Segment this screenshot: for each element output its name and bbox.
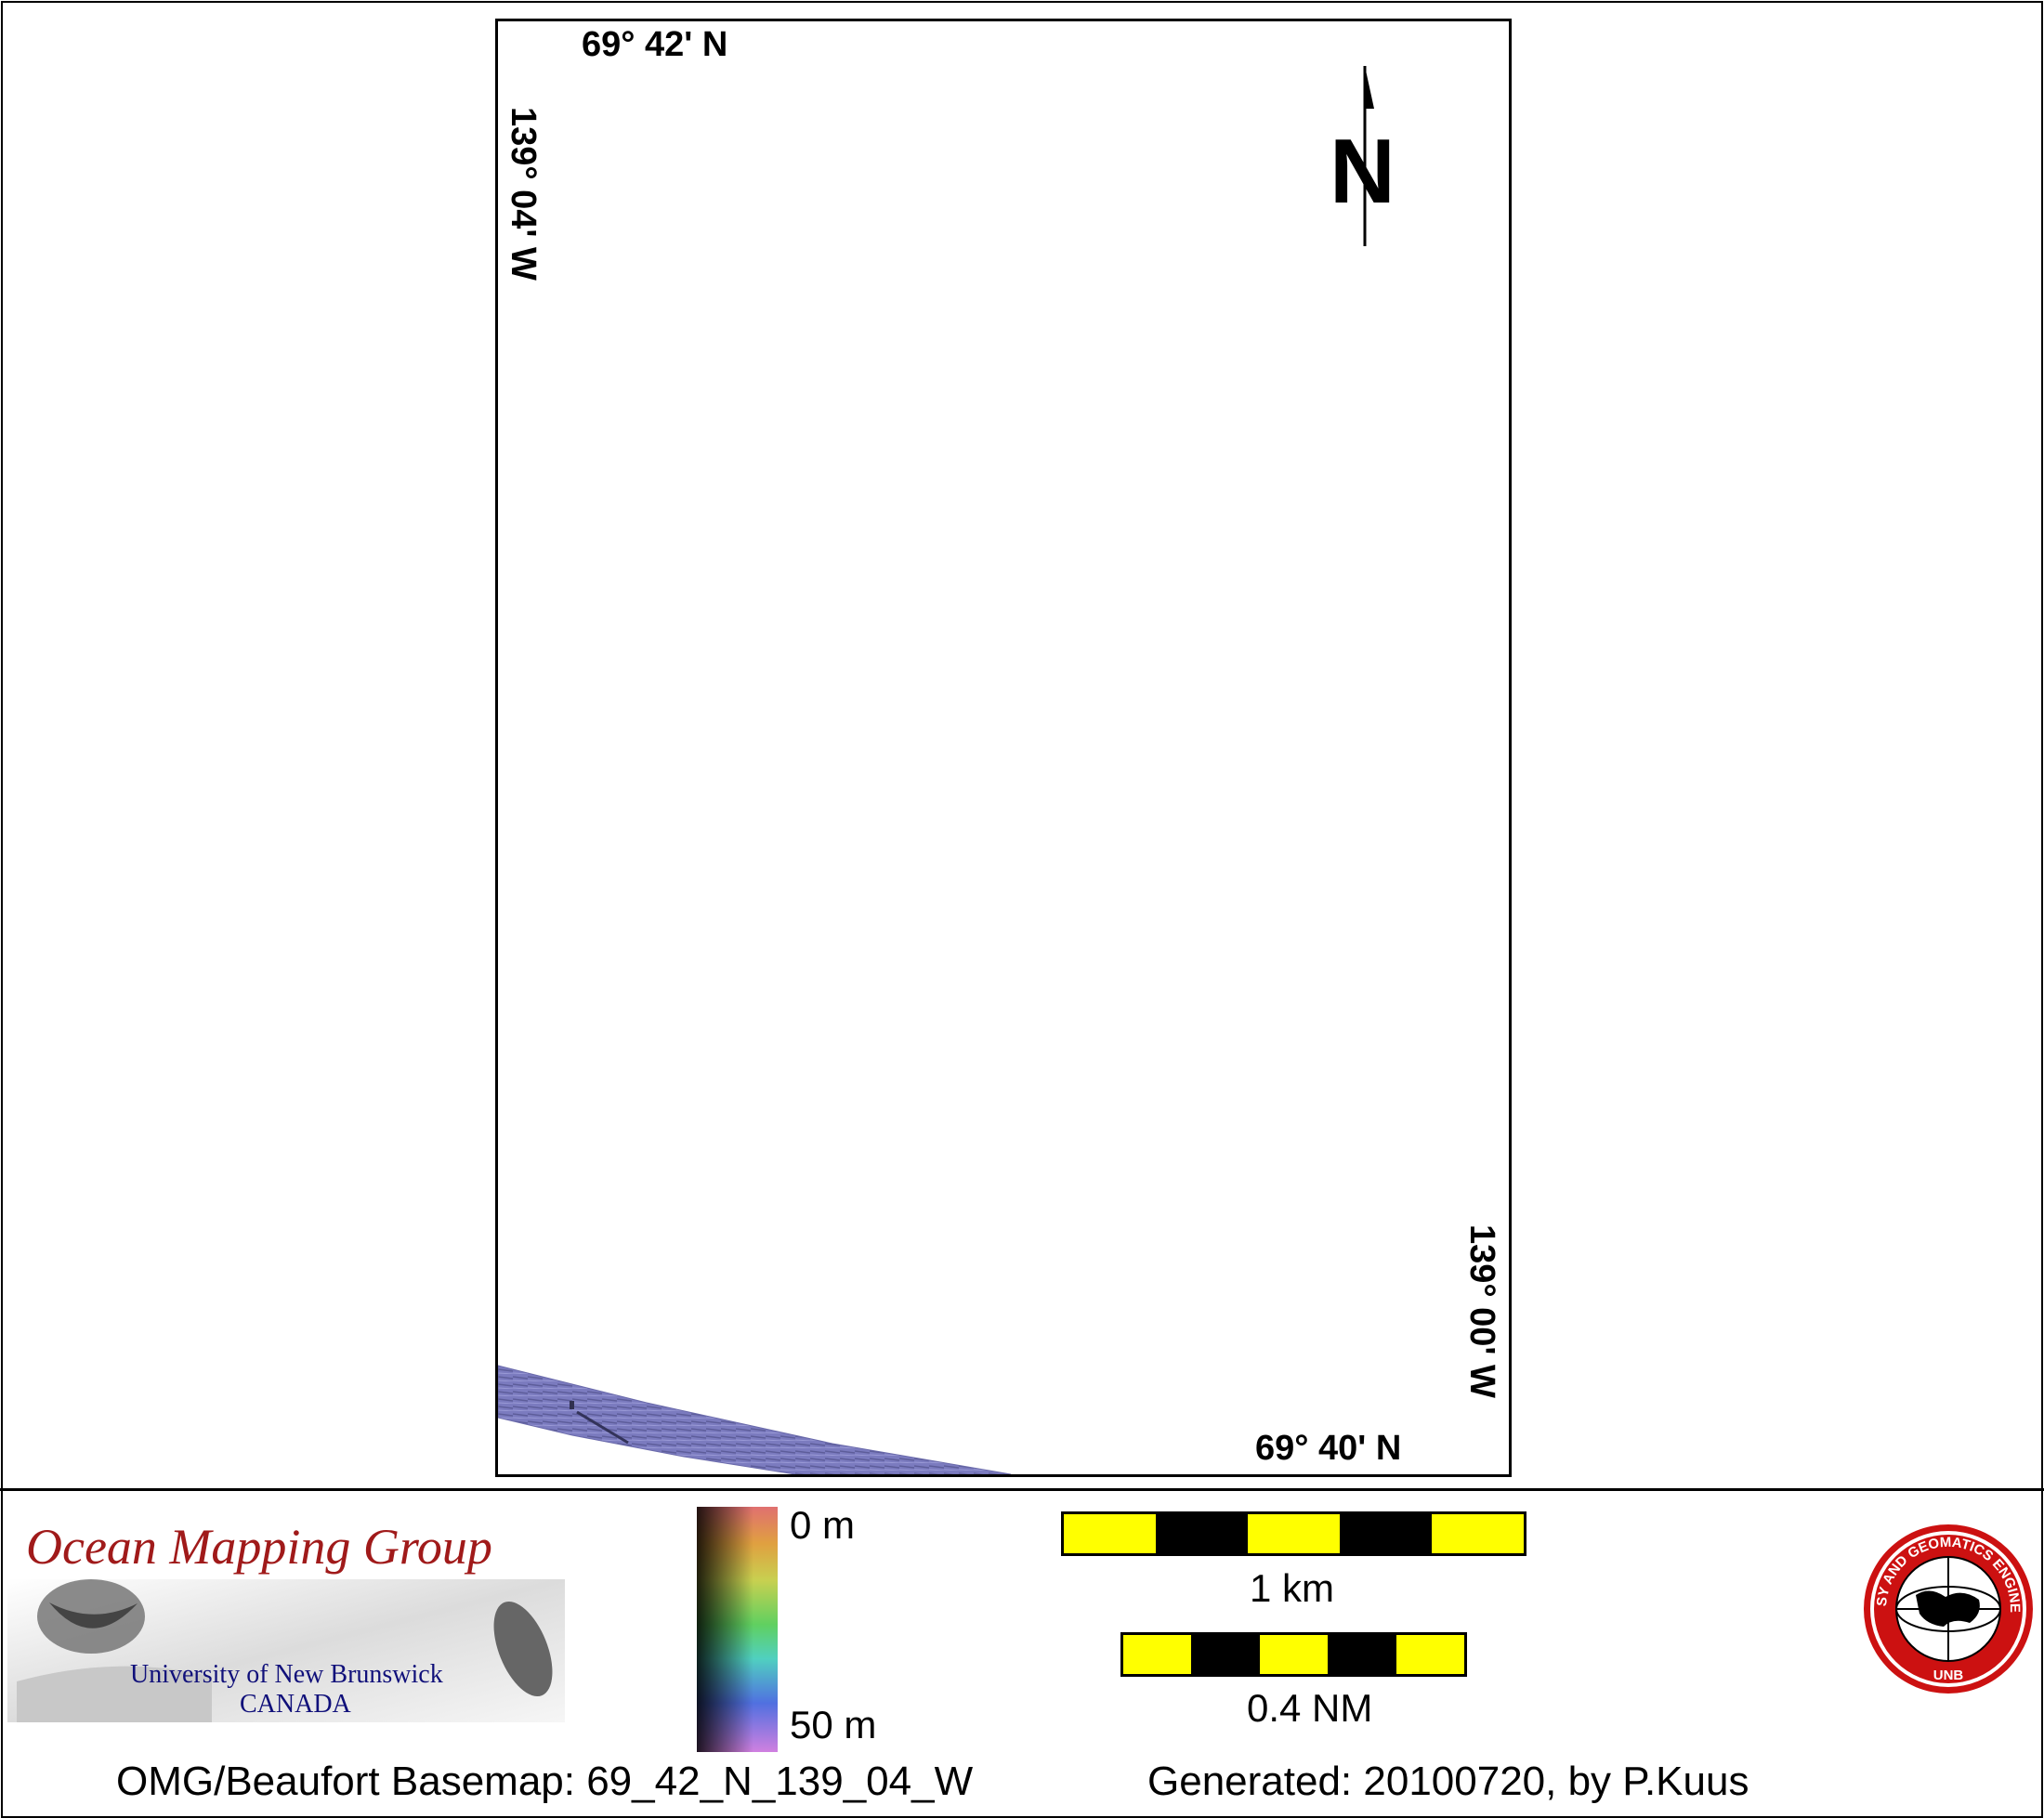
depth-bottom-label: 50 m xyxy=(790,1703,877,1746)
bathymetry-swath xyxy=(498,1365,1012,1474)
top-latitude-label: 69° 42' N xyxy=(582,25,728,64)
map-frame[interactable]: 69° 42' N 69° 40' N 139° 04' W 139° 00' … xyxy=(495,19,1512,1477)
scale-bar-km xyxy=(1061,1511,1526,1556)
unb-seal: GEODESY AND GEOMATICS ENGINEERING UNB xyxy=(1854,1509,2037,1697)
depth-colorbar xyxy=(697,1507,778,1752)
bottom-latitude-label: 69° 40' N xyxy=(1255,1429,1402,1468)
swath-feature-mark xyxy=(570,1401,574,1409)
right-longitude-label: 139° 00' W xyxy=(1462,1224,1501,1398)
scale-segment xyxy=(1395,1635,1465,1674)
omg-country: CANADA xyxy=(240,1690,351,1719)
scale-segment xyxy=(1064,1514,1156,1553)
scale-segment xyxy=(1328,1635,1396,1674)
north-arrow-icon xyxy=(1363,66,1374,246)
scale-label-km: 1 km xyxy=(1250,1566,1335,1610)
scale-segment xyxy=(1248,1514,1340,1553)
scale-segment xyxy=(1259,1635,1329,1674)
svg-text:UNB: UNB xyxy=(1933,1668,1964,1683)
north-label: N xyxy=(1330,120,1395,222)
scale-segment xyxy=(1191,1635,1260,1674)
swath-feature xyxy=(576,1410,629,1445)
scale-bar-nm xyxy=(1120,1632,1467,1677)
omg-university: University of New Brunswick xyxy=(130,1660,443,1689)
depth-top-label: 0 m xyxy=(790,1503,856,1547)
footer-generated-label: Generated: 20100720, by P.Kuus xyxy=(1147,1759,1749,1804)
footer-basemap-label: OMG/Beaufort Basemap: 69_42_N_139_04_W xyxy=(116,1759,974,1804)
scale-segment xyxy=(1123,1635,1192,1674)
scale-label-nm: 0.4 NM xyxy=(1247,1686,1373,1730)
scale-segment xyxy=(1432,1514,1524,1553)
omg-title: Ocean Mapping Group xyxy=(26,1519,492,1575)
left-longitude-label: 139° 04' W xyxy=(504,107,543,281)
unb-seal-icon: GEODESY AND GEOMATICS ENGINEERING UNB xyxy=(1854,1509,2033,1694)
scale-segment xyxy=(1340,1514,1432,1553)
scale-segment xyxy=(1156,1514,1248,1553)
omg-logo: Ocean Mapping Group University of New Br… xyxy=(7,1514,565,1722)
map-canvas xyxy=(498,66,1374,1474)
omg-logo-image xyxy=(7,1579,565,1722)
legend-divider xyxy=(0,1488,2044,1491)
